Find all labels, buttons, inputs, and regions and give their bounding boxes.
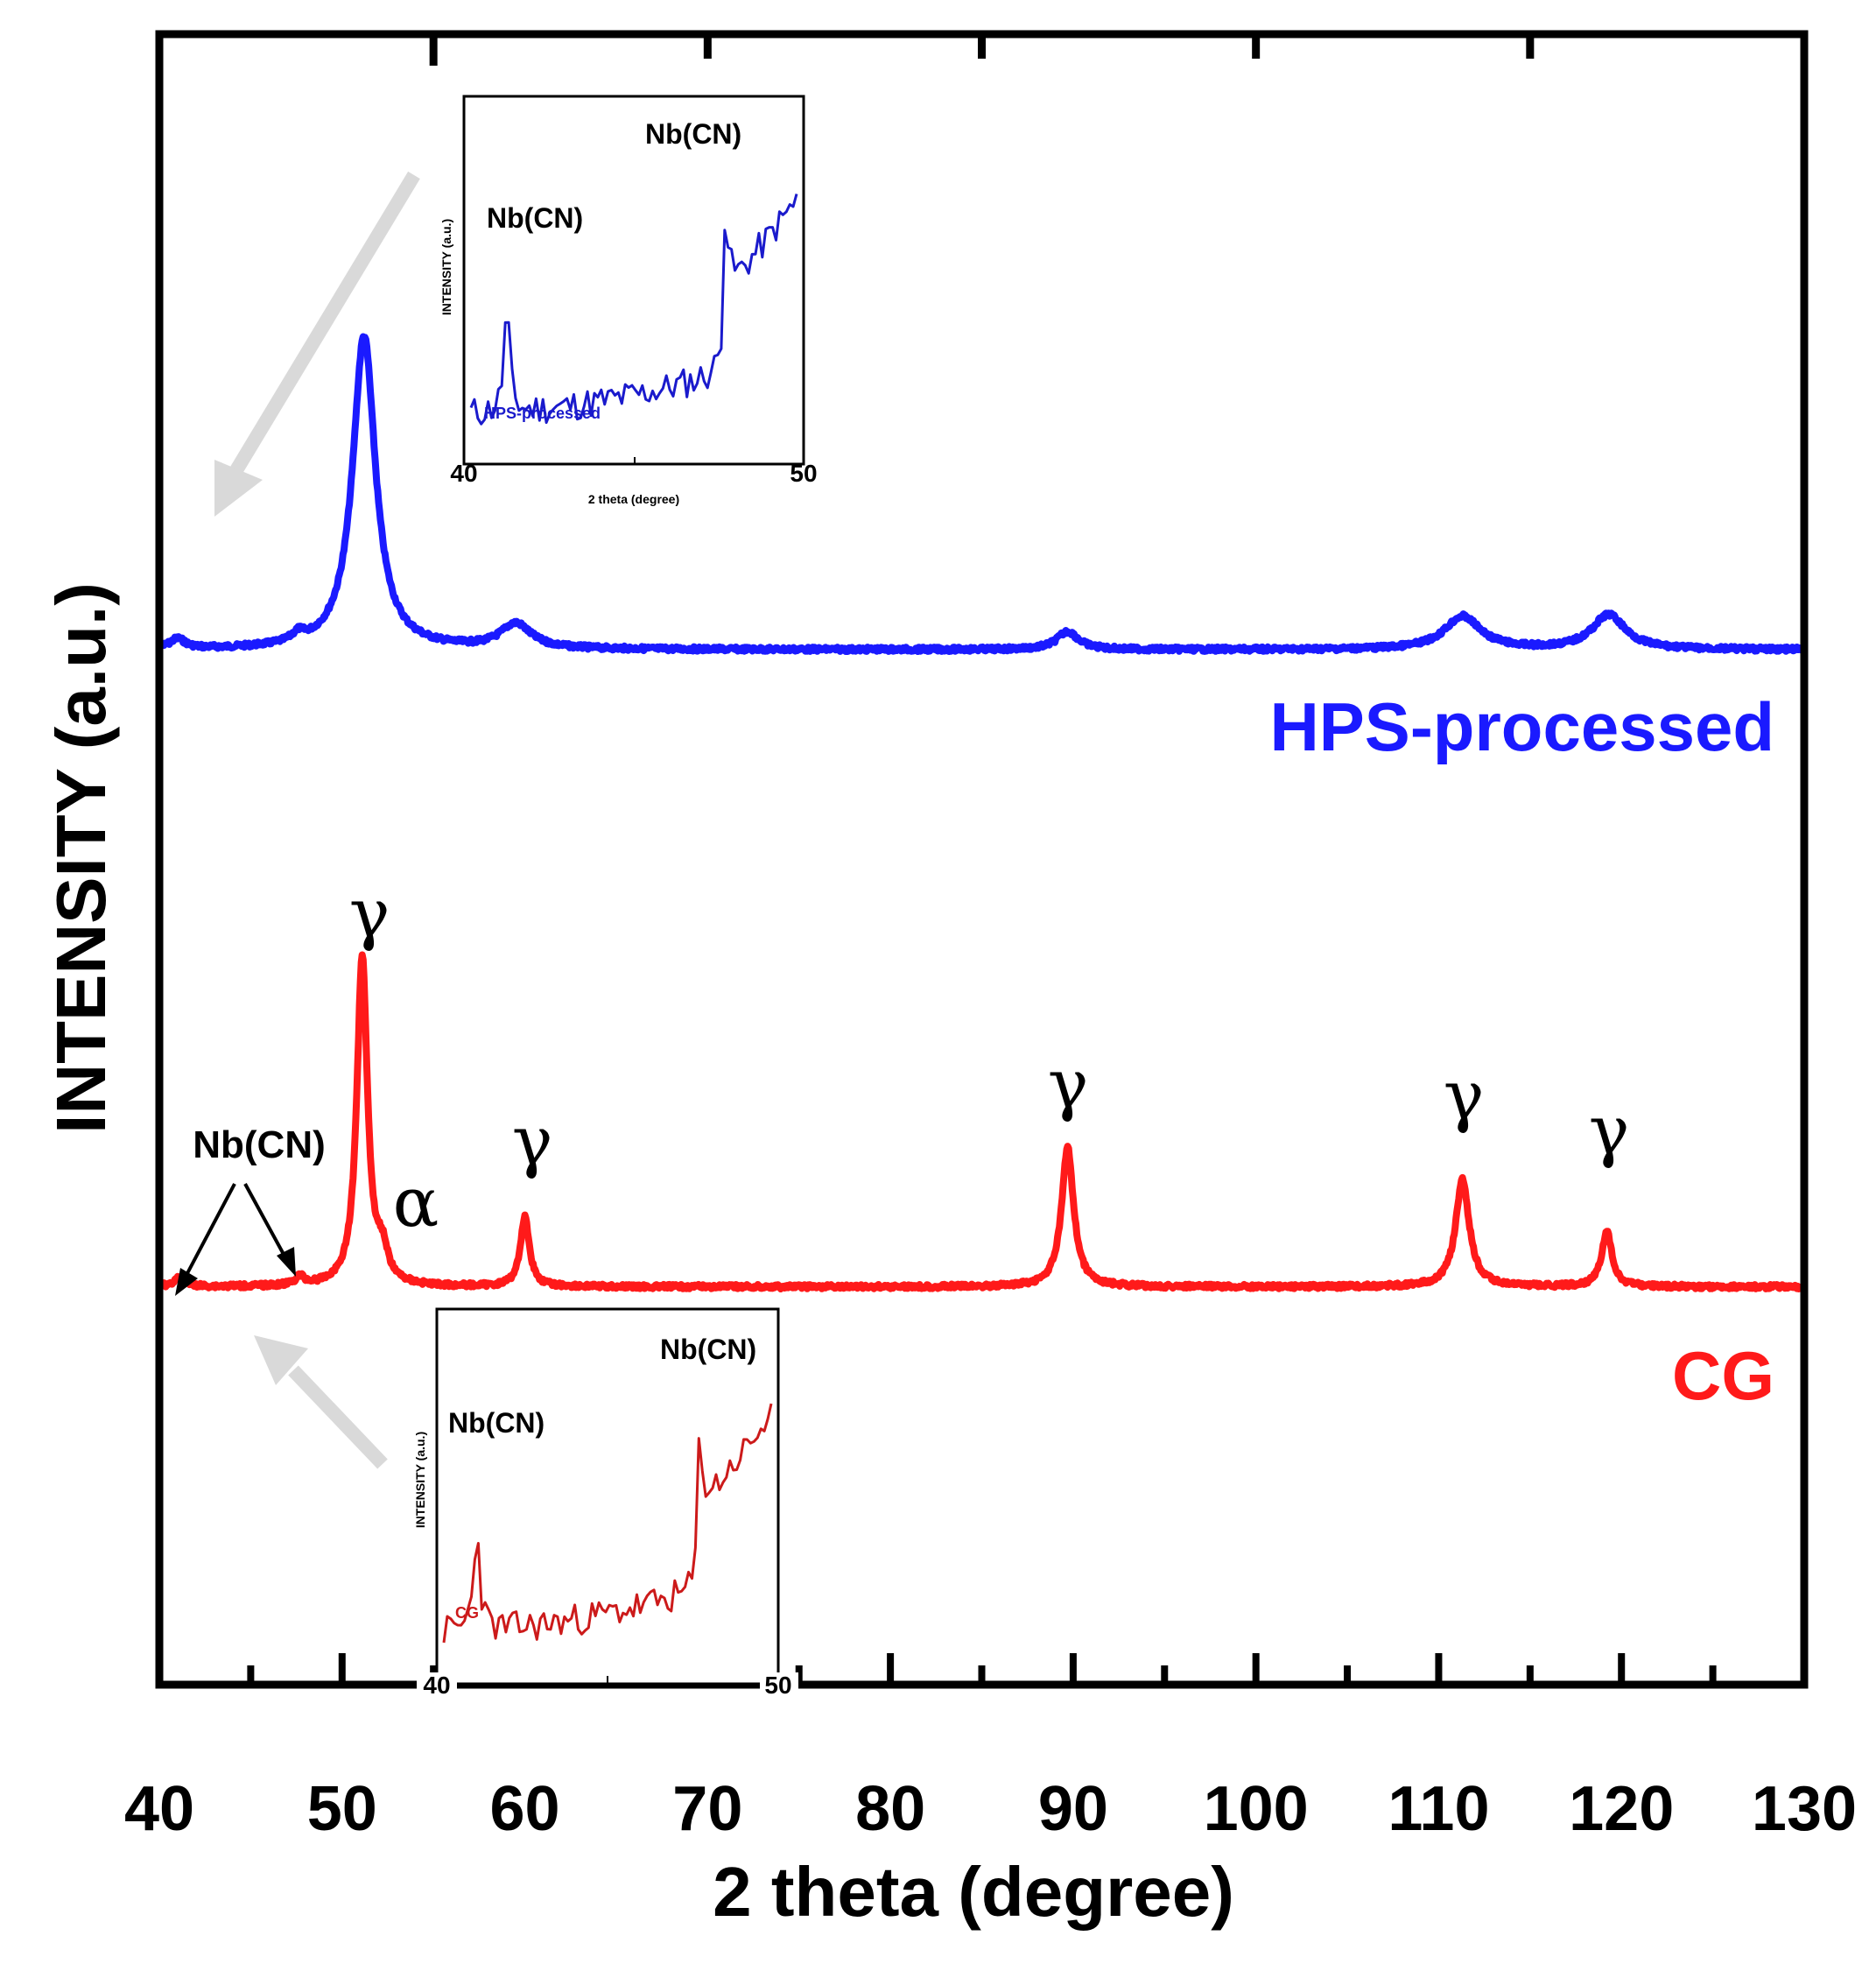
x-tick-label-110: 110: [1388, 1774, 1489, 1844]
inset-hps-y-title: INTENSITY (a.u.): [439, 219, 453, 315]
gamma-label-60: γ: [512, 1102, 553, 1181]
nbcn-arrow-right: [243, 1183, 288, 1260]
x-axis-title: 2 theta (degree): [713, 1853, 1234, 1931]
plot-area: [159, 333, 1808, 1292]
x-tick-label-60: 60: [490, 1774, 560, 1844]
cg-pointer-arrow-shaft: [288, 1365, 388, 1469]
gamma-label-51: γ: [349, 875, 390, 954]
gamma-label-111: γ: [1444, 1057, 1485, 1136]
x-tick-label-40: 40: [124, 1774, 194, 1844]
x-tick-label-100: 100: [1204, 1774, 1309, 1844]
y-axis-title: INTENSITY (a.u.): [42, 582, 120, 1134]
phase-annotations: γ α γ γ γ γ Nb(CN): [175, 875, 1629, 1296]
gamma-label-90: γ: [1048, 1045, 1089, 1124]
series-label-cg: CG: [1672, 1337, 1774, 1414]
x-axis-tick-labels: 40 50 60 70 80 90 100 110 120 130: [124, 1774, 1857, 1844]
inset-cg-tick-40: 40: [423, 1672, 450, 1699]
inset-cg-tick-bg-40: [417, 1672, 457, 1699]
inset-cg-nbcn-label-1: Nb(CN): [448, 1407, 545, 1439]
x-tick-label-120: 120: [1569, 1774, 1674, 1844]
inset-cg: Nb(CN) Nb(CN) CG 40 50 INTENSITY (a.u.): [413, 1307, 798, 1699]
x-tick-label-50: 50: [307, 1774, 377, 1844]
nbcn-arrowhead-left: [175, 1268, 198, 1296]
x-tick-label-70: 70: [672, 1774, 742, 1844]
inset-hps-tick-40: 40: [450, 460, 477, 487]
gamma-label-119: γ: [1589, 1092, 1630, 1171]
inset-hps-nbcn-label-1: Nb(CN): [487, 202, 583, 234]
hps-pointer-arrow-shaft: [230, 171, 420, 475]
inset-cg-tick-bg-50: [760, 1672, 798, 1699]
series-line-hps-processed: [160, 333, 1808, 655]
inset-cg-tick-50: 50: [764, 1672, 791, 1699]
inset-cg-series-line: [442, 1403, 773, 1644]
x-tick-label-80: 80: [855, 1774, 925, 1844]
inset-pointer-arrows: [214, 171, 420, 1469]
cg-pointer-arrow-head: [254, 1335, 308, 1385]
x-tick-label-90: 90: [1038, 1774, 1108, 1844]
inset-hps-series-line: [469, 194, 798, 426]
series-line-cg: [159, 951, 1808, 1292]
x-axis-ticks-top: [429, 34, 1535, 66]
inset-cg-y-title: INTENSITY (a.u.): [413, 1432, 427, 1528]
inset-hps-nbcn-label-2: Nb(CN): [645, 118, 741, 150]
inset-hps-series-label: HPS-processed: [484, 405, 601, 422]
nbcn-arrow-left: [184, 1183, 236, 1278]
inset-hps-processed: Nb(CN) Nb(CN) HPS-processed 40 50 2 thet…: [439, 95, 818, 506]
inset-hps-tick-50: 50: [790, 460, 817, 487]
nbcn-label-main: Nb(CN): [193, 1123, 326, 1166]
alpha-label-54: α: [393, 1164, 439, 1242]
hps-pointer-arrow-head: [214, 460, 263, 517]
x-tick-label-130: 130: [1752, 1774, 1857, 1844]
inset-cg-frame: [435, 1307, 780, 1686]
series-label-hps-processed: HPS-processed: [1269, 688, 1774, 765]
nbcn-arrowhead-right: [277, 1247, 296, 1277]
inset-hps-x-title: 2 theta (degree): [588, 492, 679, 506]
inset-hps-frame: [462, 95, 805, 466]
inset-cg-nbcn-label-2: Nb(CN): [660, 1334, 756, 1365]
inset-cg-series-label: CG: [455, 1604, 479, 1622]
